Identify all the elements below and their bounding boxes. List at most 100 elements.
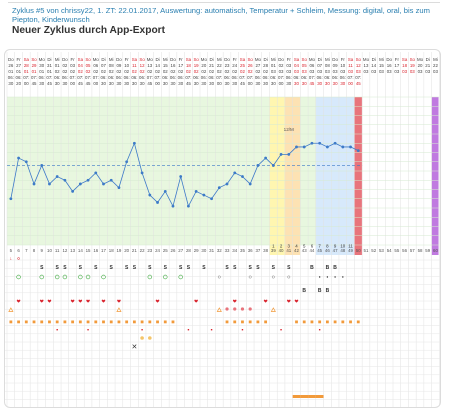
cervical-mucus-label: S <box>125 265 129 271</box>
month-label: 01 <box>24 69 29 74</box>
temperature-point <box>125 160 129 164</box>
month-label: 03 <box>379 69 384 74</box>
weekday-label: Do <box>278 57 284 62</box>
orange-square-icon <box>163 320 167 324</box>
day-label: 21 <box>425 63 430 68</box>
small-red-marker <box>280 329 282 331</box>
cycle-day-label: 52 <box>371 248 376 253</box>
month-label: 03 <box>364 69 369 74</box>
orange-square-icon <box>17 320 20 324</box>
cycle-day-label: 8 <box>33 248 36 253</box>
mucus-circle-icon <box>101 274 106 280</box>
month-label: 02 <box>248 69 253 74</box>
weekday-label: Sa <box>132 57 138 62</box>
time-minute-label: 30 <box>163 81 168 86</box>
time-hour-label: 06: <box>209 75 215 80</box>
temperature-point <box>63 178 67 182</box>
time-minute-label: 00 <box>279 81 284 86</box>
weekday-label: Fr <box>71 57 76 62</box>
orange-square-icon <box>55 320 59 324</box>
day-label: 20 <box>418 63 423 68</box>
cross-marker-icon: ✕ <box>131 344 137 351</box>
day-label: 10 <box>340 63 345 68</box>
day-label: 07 <box>101 63 106 68</box>
orange-square-icon <box>295 320 298 324</box>
time-minute-label: 30 <box>340 81 345 86</box>
cycle-day-label: 16 <box>93 248 98 253</box>
orange-square-icon <box>24 320 28 324</box>
orange-square-icon <box>341 320 345 324</box>
orange-square-icon <box>349 320 352 324</box>
day-label: 11 <box>348 63 353 68</box>
time-hour-label: 06: <box>201 75 207 80</box>
month-label: 03 <box>317 69 322 74</box>
temperature-point <box>171 204 175 208</box>
weekday-label: Mo <box>39 57 46 62</box>
bottom-orange-bar <box>292 395 301 398</box>
time-minute-label: 30 <box>263 81 268 86</box>
cycle-day-label: 41 <box>286 248 291 253</box>
temperature-point <box>210 197 213 201</box>
temperature-point <box>349 145 352 149</box>
month-label: 03 <box>309 69 314 74</box>
temperature-point <box>32 182 36 186</box>
time-hour-label: 07: <box>23 75 29 80</box>
mucus-circle-icon <box>178 274 183 280</box>
cycle-day-label: 9 <box>41 248 44 253</box>
time-minute-label: 30 <box>286 81 291 86</box>
time-hour-label: 07: <box>93 75 99 80</box>
weekday-label: Do <box>386 57 392 62</box>
phase-count-label: 2 <box>280 244 283 249</box>
orange-square-icon <box>86 320 90 324</box>
cervical-mucus-label: S <box>110 265 114 271</box>
weekday-label: Mi <box>55 57 60 62</box>
small-red-marker <box>56 329 58 331</box>
temperature-point <box>279 152 283 156</box>
weekday-label: Do <box>170 57 176 62</box>
orange-square-icon <box>264 320 268 324</box>
temperature-point <box>148 193 152 197</box>
temperature-point <box>163 189 167 193</box>
cervical-mucus-label: S <box>179 265 183 271</box>
heart-icon <box>155 299 160 303</box>
cervical-mucus-label: S <box>225 265 229 271</box>
temperature-point <box>264 156 268 160</box>
time-hour-label: 07: <box>77 75 83 80</box>
dot-marker <box>326 276 329 278</box>
time-hour-label: 07: <box>185 75 191 80</box>
cycle-chart[interactable]: Do260106:30Fr270106:20Sa280107:00So29010… <box>5 50 440 407</box>
cycle-day-label: 14 <box>78 248 83 253</box>
month-label: 03 <box>433 69 438 74</box>
cervical-mucus-label: S <box>63 265 67 271</box>
time-minute-label: 30 <box>109 81 114 86</box>
time-hour-label: 07: <box>147 75 153 80</box>
orange-square-icon <box>156 320 159 324</box>
time-minute-label: 30 <box>232 81 237 86</box>
orange-square-icon <box>40 320 44 324</box>
cycle-day-label: 11 <box>55 248 60 253</box>
time-hour-label: 06: <box>324 75 330 80</box>
current-day-column <box>431 97 439 255</box>
heart-icon <box>16 299 21 303</box>
cycle-day-label: 10 <box>47 248 52 253</box>
temperature-point <box>318 141 322 145</box>
weekday-label: Do <box>224 57 230 62</box>
time-hour-label: 06: <box>39 75 45 80</box>
triangle-icon <box>270 307 276 312</box>
time-hour-label: 06: <box>224 75 230 80</box>
cycle-info-title[interactable]: Zyklus #5 von chrissy22, 1. ZT: 22.01.20… <box>12 6 430 24</box>
temperature-point <box>341 145 345 149</box>
orange-square-icon <box>94 320 98 324</box>
triangle-icon <box>116 307 122 312</box>
cycle-day-label: 22 <box>140 248 145 253</box>
month-label: 02 <box>93 69 98 74</box>
time-hour-label: 07: <box>347 75 353 80</box>
day-label: 29 <box>32 63 37 68</box>
time-minute-label: 00 <box>70 81 75 86</box>
cycle-day-label: 32 <box>217 248 222 253</box>
temperature-point <box>48 182 51 186</box>
day-label: 04 <box>294 63 299 68</box>
weekday-label: Mo <box>201 57 208 62</box>
orange-square-icon <box>78 320 82 324</box>
time-minute-label: 30 <box>302 81 307 86</box>
